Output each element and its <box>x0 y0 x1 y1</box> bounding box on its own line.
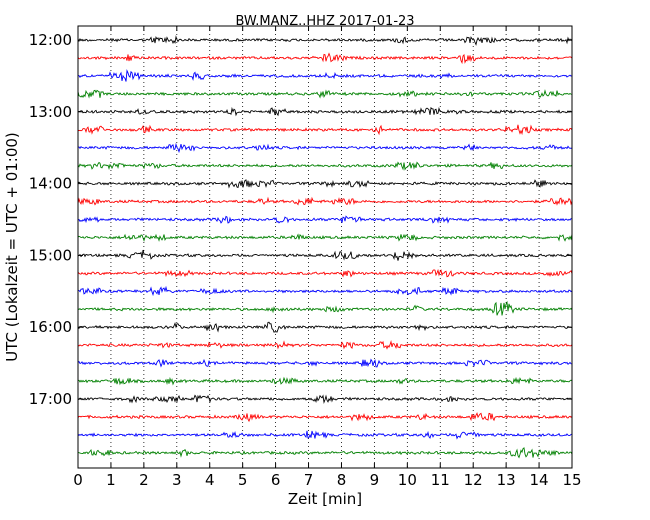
x-tick-label: 2 <box>139 471 149 489</box>
chart-title: BW.MANZ..HHZ 2017-01-23 <box>235 14 414 29</box>
traces <box>77 35 573 459</box>
x-tick-label: 11 <box>431 471 450 489</box>
trace-line <box>77 69 573 82</box>
trace-line <box>77 233 573 242</box>
y-tick-labels: 12:00 13:00 14:00 15:00 16:00 17:00 <box>29 31 72 408</box>
y-tick-label: 16:00 <box>29 318 72 336</box>
trace-line <box>77 285 573 297</box>
x-tick-label: 13 <box>497 471 516 489</box>
trace-line <box>77 339 573 350</box>
trace-line <box>77 300 573 316</box>
plot-frame <box>77 25 573 469</box>
trace-line <box>77 196 573 206</box>
x-tick-label: 14 <box>530 471 549 489</box>
trace-line <box>77 412 573 423</box>
trace-line <box>77 215 573 224</box>
x-tick-label: 9 <box>370 471 380 489</box>
grid-lines <box>110 26 540 468</box>
trace-line <box>77 268 573 278</box>
trace-line <box>77 321 573 333</box>
x-tick-label: 1 <box>106 471 116 489</box>
x-tick-label: 5 <box>238 471 248 489</box>
y-tick-label: 17:00 <box>29 390 72 408</box>
trace-line <box>77 430 573 440</box>
x-tick-labels: 0 1 2 3 4 5 6 7 8 9 10 11 12 13 14 15 <box>73 471 581 489</box>
trace-line <box>77 394 573 405</box>
trace-line <box>77 35 573 46</box>
trace-line <box>77 249 573 261</box>
trace-line <box>77 142 573 154</box>
x-tick-label: 3 <box>172 471 182 489</box>
x-tick-label: 8 <box>337 471 347 489</box>
x-tick-label: 0 <box>73 471 83 489</box>
x-tick-label: 6 <box>271 471 281 489</box>
y-tick-label: 13:00 <box>29 103 72 121</box>
trace-line <box>77 376 573 386</box>
y-axis-label: UTC (Lokalzeit = UTC + 01:00) <box>3 132 21 362</box>
y-tick-label: 14:00 <box>29 175 72 193</box>
trace-line <box>77 447 573 459</box>
trace-line <box>77 52 573 65</box>
x-tick-label: 10 <box>398 471 417 489</box>
trace-line <box>77 89 573 99</box>
y-tick-label: 15:00 <box>29 246 72 264</box>
trace-line <box>77 106 573 117</box>
x-tick-label: 15 <box>562 471 581 489</box>
ticks <box>77 26 573 468</box>
trace-line <box>77 124 573 136</box>
trace-line <box>77 161 573 171</box>
y-tick-label: 12:00 <box>29 31 72 49</box>
x-axis-label: Zeit [min] <box>288 490 362 508</box>
trace-line <box>77 179 573 189</box>
trace-line <box>77 358 573 368</box>
x-tick-label: 7 <box>304 471 314 489</box>
x-tick-label: 4 <box>205 471 215 489</box>
x-tick-label: 12 <box>464 471 483 489</box>
